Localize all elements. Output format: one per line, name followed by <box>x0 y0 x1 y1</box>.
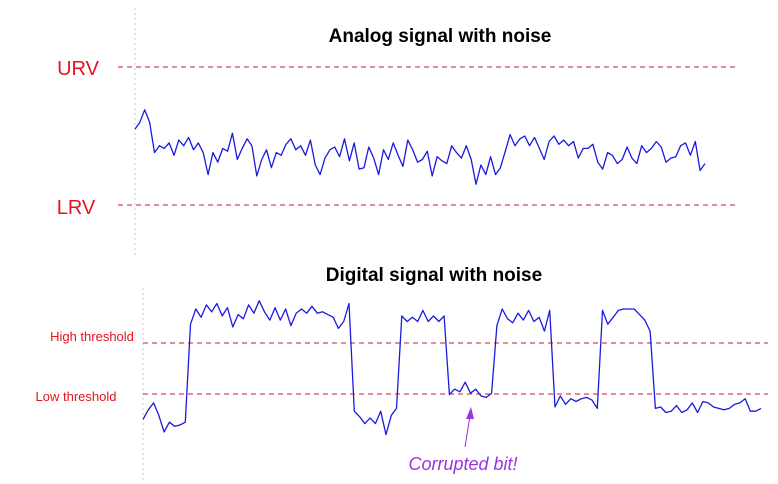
digital-panel: Digital signal with noise High threshold… <box>36 265 768 482</box>
urv-label: URV <box>57 58 100 80</box>
high-threshold-label: High threshold <box>50 329 134 344</box>
analog-title: Analog signal with noise <box>329 26 552 47</box>
corrupted-bit-annotation: Corrupted bit! <box>408 454 517 474</box>
low-threshold-label: Low threshold <box>36 389 117 404</box>
corrupted-bit-arrow <box>464 407 474 448</box>
analog-panel: Analog signal with noise URV LRV <box>57 8 738 258</box>
analog-signal-trace <box>134 109 706 185</box>
lrv-label: LRV <box>57 197 96 219</box>
digital-title: Digital signal with noise <box>326 265 542 286</box>
digital-signal-trace <box>142 300 762 436</box>
